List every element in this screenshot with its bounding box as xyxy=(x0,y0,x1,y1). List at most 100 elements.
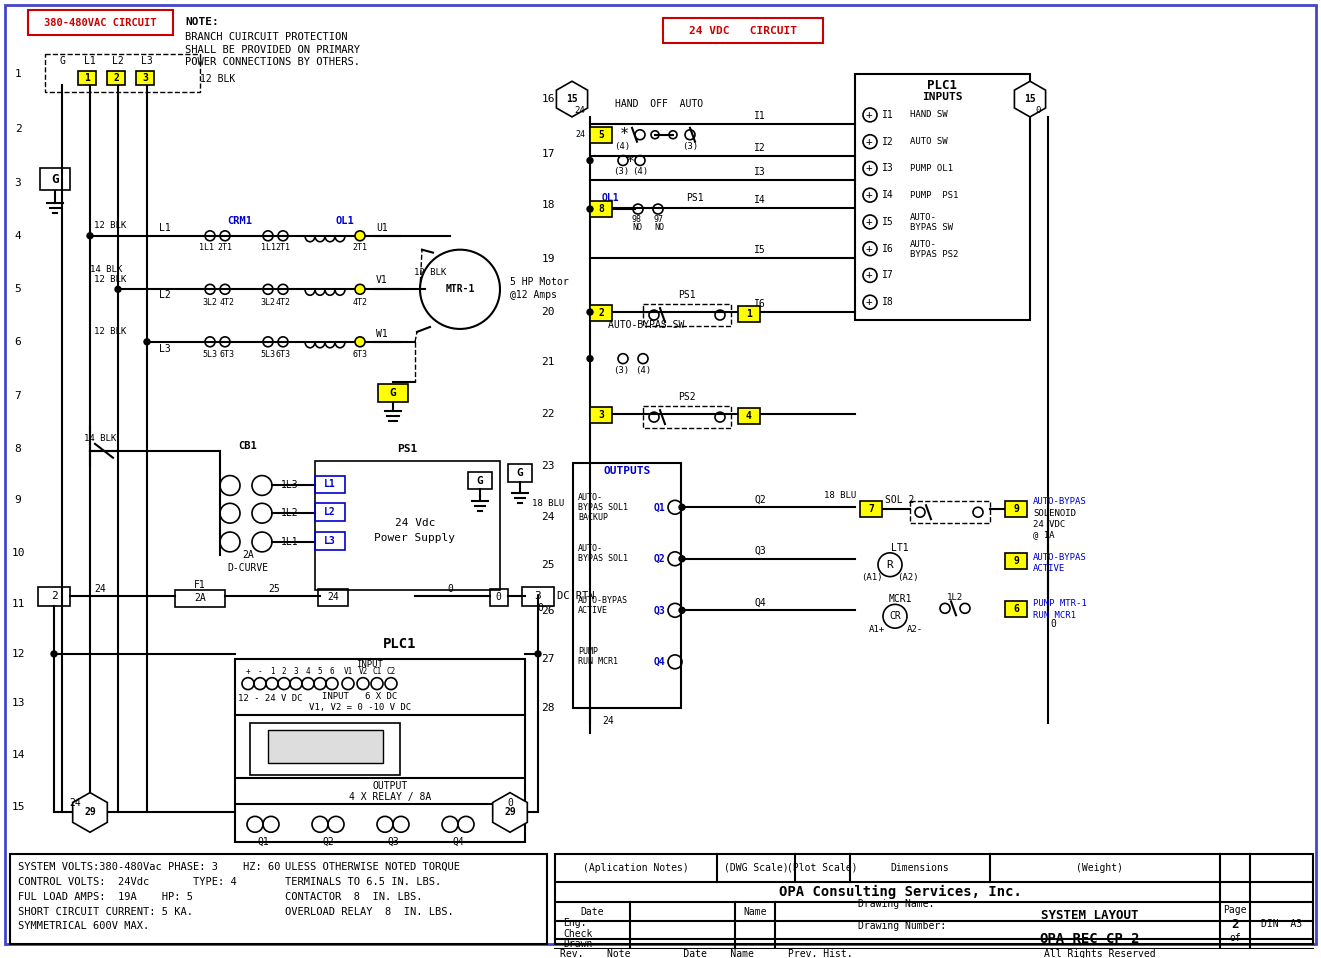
Text: 12 - 24 V DC: 12 - 24 V DC xyxy=(238,694,303,703)
Text: 12: 12 xyxy=(12,649,25,659)
Bar xyxy=(1005,553,1026,569)
Text: G: G xyxy=(390,388,396,399)
Text: ACTIVE: ACTIVE xyxy=(1033,564,1065,573)
Text: I7: I7 xyxy=(882,270,894,281)
Text: 24: 24 xyxy=(94,583,106,594)
Text: L1: L1 xyxy=(324,480,336,490)
Text: BACKUP: BACKUP xyxy=(579,513,608,522)
Text: I5: I5 xyxy=(882,217,894,227)
Text: Q1: Q1 xyxy=(258,837,269,847)
Bar xyxy=(490,588,509,606)
Text: 19: 19 xyxy=(542,254,555,263)
Bar xyxy=(738,307,760,322)
Text: 5: 5 xyxy=(15,285,21,294)
Text: 2: 2 xyxy=(281,667,287,676)
Text: HAND SW: HAND SW xyxy=(910,110,947,120)
Bar xyxy=(590,201,612,217)
Circle shape xyxy=(679,556,686,561)
Text: 0: 0 xyxy=(1036,106,1041,116)
Text: L3: L3 xyxy=(159,344,170,354)
Text: RUN MCR1: RUN MCR1 xyxy=(1033,611,1077,620)
Text: 6T3: 6T3 xyxy=(219,351,235,359)
Text: 2: 2 xyxy=(50,591,57,602)
Text: OL1: OL1 xyxy=(602,194,620,203)
Bar xyxy=(910,501,989,523)
Text: ULESS OTHERWISE NOTED TORQUE: ULESS OTHERWISE NOTED TORQUE xyxy=(285,862,460,872)
Text: (A1): (A1) xyxy=(861,573,882,582)
Text: 18 BLU: 18 BLU xyxy=(532,499,564,508)
Text: 1L1: 1L1 xyxy=(199,243,214,252)
Bar xyxy=(663,18,823,42)
Bar xyxy=(1005,501,1026,517)
Text: G: G xyxy=(52,172,58,186)
Text: 3: 3 xyxy=(143,73,148,83)
Text: (Aplication Notes): (Aplication Notes) xyxy=(583,863,688,873)
Text: 98: 98 xyxy=(631,216,642,224)
Text: F1: F1 xyxy=(194,580,206,589)
Text: L2: L2 xyxy=(324,507,336,517)
Text: 24 Vdc: 24 Vdc xyxy=(395,518,435,528)
Text: BYPAS SOL1: BYPAS SOL1 xyxy=(579,503,627,512)
Bar xyxy=(314,532,345,550)
Polygon shape xyxy=(556,81,588,117)
Text: V2: V2 xyxy=(358,667,367,676)
Text: 14: 14 xyxy=(12,750,25,760)
Bar xyxy=(235,659,524,842)
Text: W1: W1 xyxy=(376,329,388,339)
Text: SOL 2: SOL 2 xyxy=(885,495,914,505)
Text: (4): (4) xyxy=(631,167,649,176)
Text: (3): (3) xyxy=(613,366,629,375)
Text: SHORT CIRCUIT CURRENT: 5 KA.: SHORT CIRCUIT CURRENT: 5 KA. xyxy=(18,906,193,917)
Text: 6T3: 6T3 xyxy=(353,351,367,359)
Text: G: G xyxy=(477,475,483,486)
Text: 17: 17 xyxy=(542,148,555,159)
Text: 28: 28 xyxy=(542,703,555,714)
Text: 10: 10 xyxy=(12,548,25,558)
Text: NO: NO xyxy=(654,223,664,233)
Text: 1L2: 1L2 xyxy=(281,508,299,518)
Text: OPA Consulting Services, Inc.: OPA Consulting Services, Inc. xyxy=(778,884,1021,899)
Text: BYPAS SW: BYPAS SW xyxy=(910,223,952,233)
Bar xyxy=(573,463,682,708)
Text: SYSTEM LAYOUT: SYSTEM LAYOUT xyxy=(1041,909,1139,922)
Text: SYMMETRICAL 600V MAX.: SYMMETRICAL 600V MAX. xyxy=(18,922,149,931)
Text: INPUT: INPUT xyxy=(357,660,383,670)
Text: 1: 1 xyxy=(85,73,90,83)
Text: 5: 5 xyxy=(317,667,322,676)
Text: I4: I4 xyxy=(754,195,766,205)
Text: +: + xyxy=(865,191,872,200)
Text: (3): (3) xyxy=(682,142,697,151)
Text: PS1: PS1 xyxy=(678,290,696,300)
Text: 12 BLK: 12 BLK xyxy=(413,268,446,277)
Text: Q3: Q3 xyxy=(387,837,399,847)
Text: POWER CONNECTIONS BY OTHERS.: POWER CONNECTIONS BY OTHERS. xyxy=(185,57,361,67)
Text: 14 BLK: 14 BLK xyxy=(83,434,116,444)
Text: AUTO-BYPAS: AUTO-BYPAS xyxy=(579,596,627,604)
Text: AUTO-BYPAS SW: AUTO-BYPAS SW xyxy=(608,320,684,330)
Text: 24 VDC   CIRCUIT: 24 VDC CIRCUIT xyxy=(690,26,797,35)
Text: 4T2: 4T2 xyxy=(353,298,367,307)
Text: (A2): (A2) xyxy=(897,573,918,582)
Text: I1: I1 xyxy=(882,110,894,120)
Text: 9: 9 xyxy=(1013,504,1018,514)
Bar xyxy=(318,588,347,606)
Text: (4): (4) xyxy=(635,366,651,375)
Text: C2: C2 xyxy=(386,667,395,676)
Text: Name: Name xyxy=(744,906,766,917)
Bar xyxy=(643,304,731,326)
Text: 1L1: 1L1 xyxy=(260,243,276,252)
Text: BRANCH CUIRCUIT PROTECTION: BRANCH CUIRCUIT PROTECTION xyxy=(185,32,347,41)
Text: CONTROL VOLTS:  24Vdc       TYPE: 4: CONTROL VOLTS: 24Vdc TYPE: 4 xyxy=(18,877,236,887)
Bar xyxy=(40,169,70,191)
Circle shape xyxy=(87,233,92,239)
Text: 11: 11 xyxy=(12,600,25,609)
Text: 3: 3 xyxy=(15,178,21,189)
Text: AUTO-: AUTO- xyxy=(579,492,602,502)
Text: NO: NO xyxy=(631,223,642,233)
Bar xyxy=(107,71,125,85)
Text: I8: I8 xyxy=(882,297,894,308)
Text: 7: 7 xyxy=(15,391,21,401)
Bar xyxy=(738,408,760,424)
Text: (4): (4) xyxy=(614,142,630,151)
Text: HAND  OFF  AUTO: HAND OFF AUTO xyxy=(616,99,703,109)
